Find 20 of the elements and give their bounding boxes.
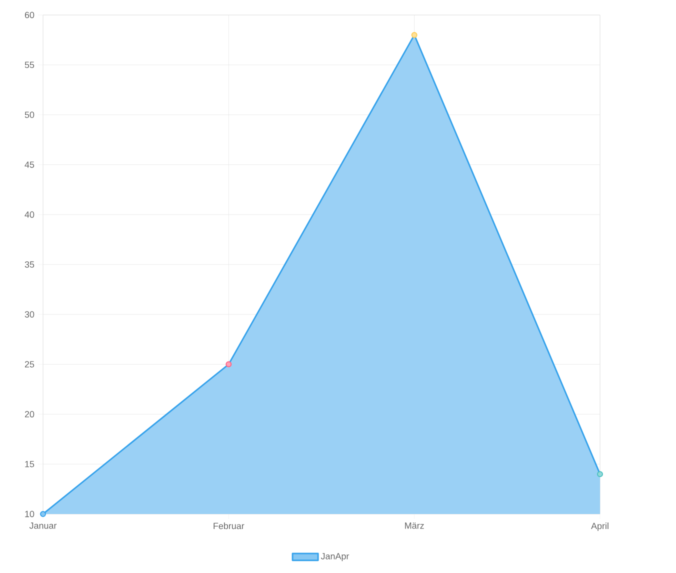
point: [40, 511, 46, 517]
x-tick-label: Februar: [214, 522, 244, 530]
y-tick-label: 40: [24, 211, 34, 218]
point: [226, 361, 232, 368]
y-tick-label: 25: [24, 361, 34, 368]
point: [411, 32, 418, 38]
point: [597, 471, 603, 478]
y-tick-label: 10: [25, 510, 34, 518]
y-tick-label: 30: [24, 311, 34, 318]
y-tick-label: 45: [24, 162, 34, 168]
x-tick-label: Januar: [29, 522, 57, 529]
y-tick-label: 35: [24, 261, 34, 268]
y-tick-label: 55: [24, 62, 34, 68]
legend-label: JanApr: [320, 553, 350, 562]
x-tick-label: April: [591, 522, 608, 531]
x-tick-label: März: [405, 522, 424, 529]
y-tick-label: 20: [24, 411, 34, 418]
y-tick-label: 50: [24, 112, 34, 118]
y-tick-label: 15: [25, 460, 34, 468]
y-tick-label: 60: [24, 12, 34, 18]
